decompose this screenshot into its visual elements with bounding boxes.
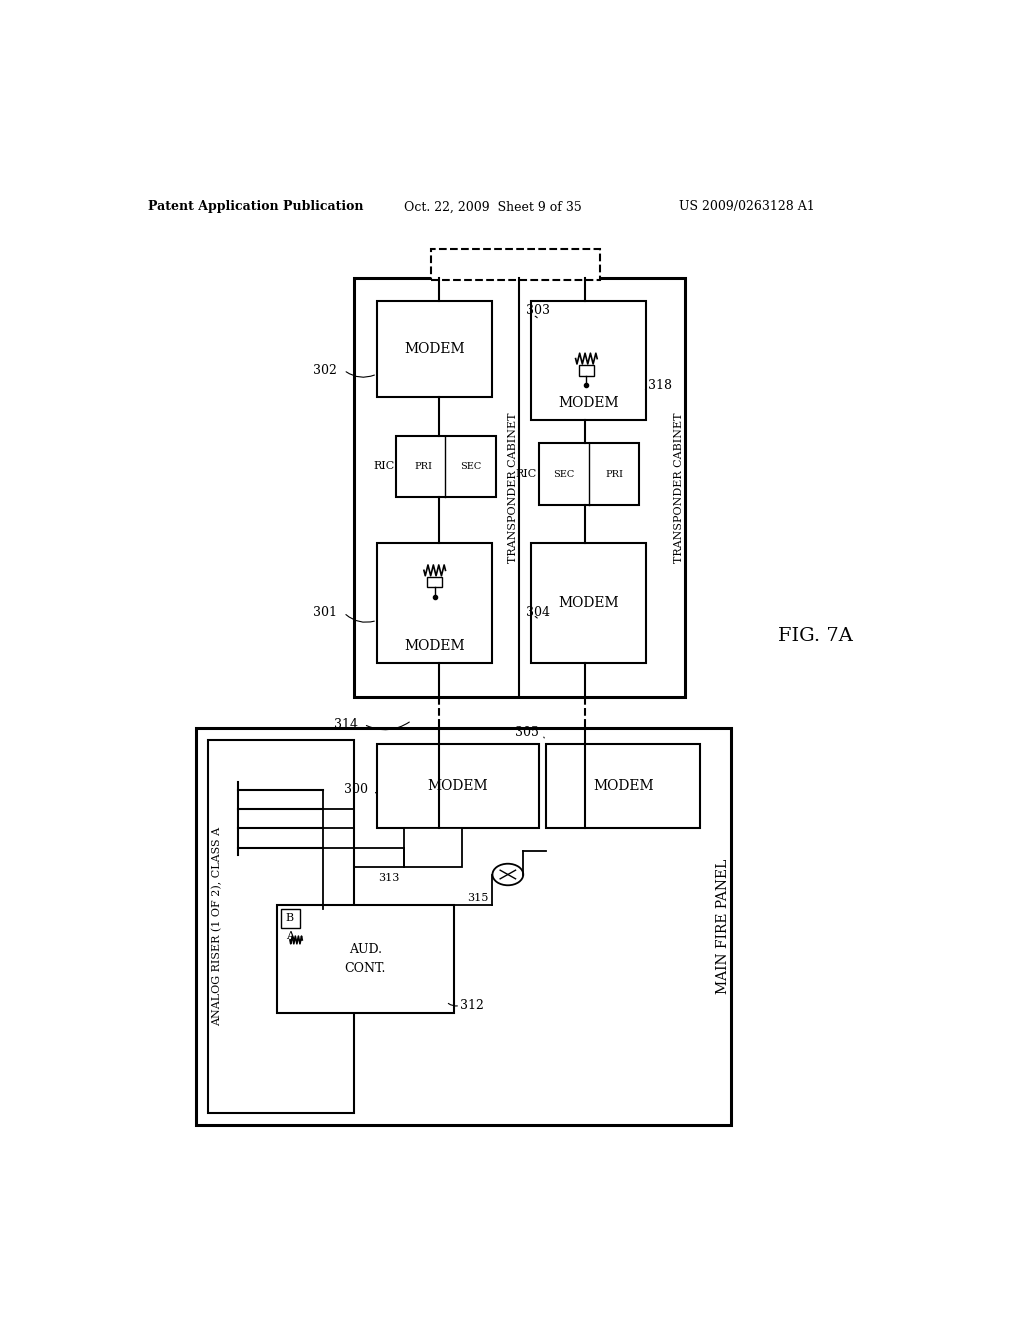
Text: ANALOG RISER (1 OF 2), CLASS A: ANALOG RISER (1 OF 2), CLASS A <box>212 826 223 1026</box>
Text: MODEM: MODEM <box>404 639 465 653</box>
Bar <box>354 277 685 697</box>
Bar <box>531 544 646 663</box>
Text: MODEM: MODEM <box>427 779 488 793</box>
Text: MAIN FIRE PANEL: MAIN FIRE PANEL <box>717 859 730 994</box>
Text: 315: 315 <box>467 892 488 903</box>
Text: 313: 313 <box>378 874 399 883</box>
Bar <box>281 909 300 928</box>
Text: RIC: RIC <box>516 469 537 479</box>
Bar <box>377 743 539 829</box>
Text: US 2009/0263128 A1: US 2009/0263128 A1 <box>679 201 814 214</box>
Text: TRANSPONDER CABINET: TRANSPONDER CABINET <box>508 412 518 562</box>
Text: 302: 302 <box>313 363 337 376</box>
Bar <box>196 729 731 1125</box>
Text: CONT.: CONT. <box>345 962 386 975</box>
Text: PRI: PRI <box>414 462 432 471</box>
Text: Patent Application Publication: Patent Application Publication <box>148 201 364 214</box>
Text: SEC: SEC <box>553 470 574 479</box>
Bar <box>579 364 594 376</box>
Text: 301: 301 <box>313 606 337 619</box>
Text: 314: 314 <box>334 718 357 731</box>
Text: MODEM: MODEM <box>558 597 620 610</box>
Bar <box>208 739 354 1113</box>
Bar <box>431 249 600 280</box>
Text: MODEM: MODEM <box>558 396 620 411</box>
Text: 304: 304 <box>525 606 550 619</box>
Text: Oct. 22, 2009  Sheet 9 of 35: Oct. 22, 2009 Sheet 9 of 35 <box>403 201 582 214</box>
Bar <box>403 829 462 867</box>
Bar <box>377 544 493 663</box>
Text: FIG. 7A: FIG. 7A <box>778 627 853 644</box>
Bar <box>547 743 700 829</box>
Bar <box>377 301 493 397</box>
Text: A: A <box>286 931 294 941</box>
Ellipse shape <box>493 863 523 886</box>
Bar <box>396 436 497 498</box>
Bar <box>539 444 639 506</box>
Text: 312: 312 <box>460 999 484 1012</box>
Text: SEC: SEC <box>460 462 481 471</box>
Text: MODEM: MODEM <box>593 779 653 793</box>
Text: TRANSPONDER CABINET: TRANSPONDER CABINET <box>674 412 684 562</box>
Text: RIC: RIC <box>374 462 394 471</box>
Text: 300: 300 <box>344 783 368 796</box>
Text: 305: 305 <box>515 726 539 739</box>
Text: MODEM: MODEM <box>404 342 465 356</box>
Text: AUD.: AUD. <box>349 944 382 957</box>
Bar <box>276 906 454 1014</box>
Text: 318: 318 <box>648 379 672 392</box>
Text: 303: 303 <box>525 305 550 317</box>
Text: PRI: PRI <box>605 470 624 479</box>
Bar <box>531 301 646 420</box>
Bar <box>427 577 442 587</box>
Text: B: B <box>286 913 294 924</box>
